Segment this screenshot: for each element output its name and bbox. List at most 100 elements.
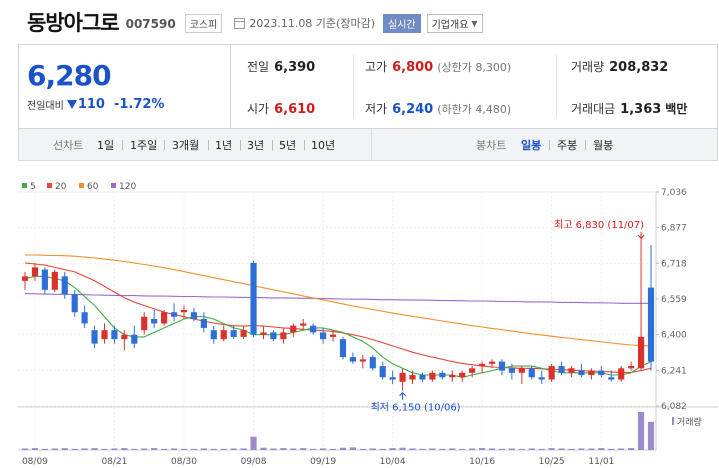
candle-body xyxy=(449,375,456,378)
volume-bar xyxy=(409,448,416,450)
market-badge: 코스피 xyxy=(184,13,223,33)
x-tick-label: 11/01 xyxy=(588,457,614,467)
realtime-button[interactable]: 실시간 xyxy=(383,13,421,33)
low-price: 저가 6,240 (하한가 4,480) xyxy=(365,100,511,117)
volume-legend-swatch xyxy=(672,417,674,425)
reference-date: 2023.11.08 기준(장마감) xyxy=(249,17,375,30)
candle-body xyxy=(419,375,426,380)
candlestick-chart-svg[interactable]: 5 20 60 120 7,036 6,877 6,718 6,559 6,400 6,241 6,… xyxy=(0,170,719,468)
period-3m[interactable]: 3개월 xyxy=(172,139,200,152)
x-tick-label: 10/04 xyxy=(380,457,406,467)
candle-chart-label[interactable]: 봉차트 xyxy=(476,139,507,152)
volume-bar xyxy=(170,448,178,450)
volume-bar xyxy=(339,447,347,450)
period-separator xyxy=(272,140,273,150)
stock-chart[interactable]: 5 20 60 120 7,036 6,877 6,718 6,559 6,400 6,241 6,… xyxy=(0,170,719,468)
candle-body xyxy=(359,359,366,362)
trading-amount-value: 1,363 xyxy=(620,102,662,117)
candle-body xyxy=(409,375,416,380)
volume-bar xyxy=(61,448,68,450)
candle-body xyxy=(459,372,466,378)
candle-body xyxy=(568,368,575,373)
high-price: 고가 6,800 (상한가 8,300) xyxy=(365,58,511,75)
volume-bar xyxy=(71,448,78,450)
candle-body xyxy=(170,312,178,317)
candle-body xyxy=(220,330,227,340)
x-tick-label: 08/09 xyxy=(22,457,48,467)
volume-bar xyxy=(429,448,436,450)
prev-close-label: 전일 xyxy=(247,60,270,74)
volume-bar xyxy=(290,448,297,450)
y-tick-label: 7,036 xyxy=(661,188,687,198)
ma20-line xyxy=(24,262,652,373)
candle-body xyxy=(439,372,446,378)
volume-bar xyxy=(508,448,515,450)
volume-bar xyxy=(369,448,376,450)
candle-body xyxy=(588,370,595,376)
period-1w[interactable]: 1주일 xyxy=(130,139,158,152)
high-arrow-head xyxy=(637,234,645,239)
volume-bar xyxy=(250,436,257,450)
candle-body xyxy=(518,368,525,373)
company-overview-label: 기업개요 xyxy=(431,19,469,31)
candle-body xyxy=(310,325,317,333)
volume-bar xyxy=(578,448,585,450)
period-separator xyxy=(585,140,586,150)
period-1d[interactable]: 1일 xyxy=(97,139,115,152)
y-tick-label: 6,400 xyxy=(661,331,687,341)
candle-body xyxy=(628,366,635,369)
company-overview-dropdown[interactable]: 기업개요 ▼ xyxy=(426,13,483,33)
period-5y[interactable]: 5년 xyxy=(279,139,297,152)
candle-body xyxy=(320,332,327,340)
candle-body xyxy=(558,366,565,373)
prev-close: 전일 6,390 xyxy=(247,58,315,75)
candle-body xyxy=(280,332,287,340)
candle-body xyxy=(508,368,515,373)
period-3y[interactable]: 3년 xyxy=(247,139,265,152)
x-tick-label: 10/16 xyxy=(469,457,495,467)
period-10y[interactable]: 10년 xyxy=(311,139,336,152)
legend-swatch-ma5 xyxy=(22,183,27,188)
candle-body xyxy=(81,312,88,324)
chevron-down-icon: ▼ xyxy=(471,18,478,28)
volume-bar xyxy=(637,412,645,450)
change-label: 전일대비 xyxy=(27,101,64,112)
volume: 거래량 208,832 xyxy=(571,58,668,75)
candle-body xyxy=(469,368,476,373)
candle-body xyxy=(538,377,545,380)
volume-bar xyxy=(598,448,605,450)
candle-body xyxy=(240,330,247,337)
y-tick-label: 6,241 xyxy=(661,366,687,376)
period-1y[interactable]: 1년 xyxy=(215,139,233,152)
candle-body xyxy=(349,357,356,362)
prev-close-value: 6,390 xyxy=(274,60,316,75)
legend-label-ma60: 60 xyxy=(87,182,99,192)
candle-body xyxy=(51,271,58,290)
lower-limit: (하한가 4,480) xyxy=(437,103,512,116)
period-separator xyxy=(164,140,165,150)
y-tick-label: 6,718 xyxy=(661,259,687,269)
stock-code: 007590 xyxy=(125,17,176,31)
current-price: 6,280 xyxy=(27,59,112,92)
candle-daily[interactable]: 일봉 xyxy=(521,139,542,152)
ma5-line xyxy=(24,275,652,378)
volume-bar xyxy=(618,448,625,450)
line-chart-label[interactable]: 선차트 xyxy=(53,139,84,152)
candle-body xyxy=(260,332,267,335)
volume-bar xyxy=(449,448,456,450)
candle-body xyxy=(290,325,297,333)
volume-bar xyxy=(300,448,307,450)
legend-swatch-ma60 xyxy=(79,183,84,188)
volume-bar xyxy=(230,448,237,450)
stats-divider xyxy=(353,55,354,118)
x-tick-label: 09/08 xyxy=(241,457,267,467)
candle-monthly[interactable]: 월봉 xyxy=(593,139,614,152)
volume-bar xyxy=(31,448,39,450)
y-tick-label: 6,877 xyxy=(661,224,687,234)
volume-bar xyxy=(310,448,317,450)
volume-bar xyxy=(151,448,158,450)
low-price-value: 6,240 xyxy=(392,102,434,117)
candle-weekly[interactable]: 주봉 xyxy=(557,139,578,152)
period-toolbar: 선차트 1일 1주일 3개월 1년 3년 5년 10년 봉차트 일봉 주봉 월봉 xyxy=(18,129,718,161)
change-row: 전일대비 110 -1.72% xyxy=(27,97,164,112)
